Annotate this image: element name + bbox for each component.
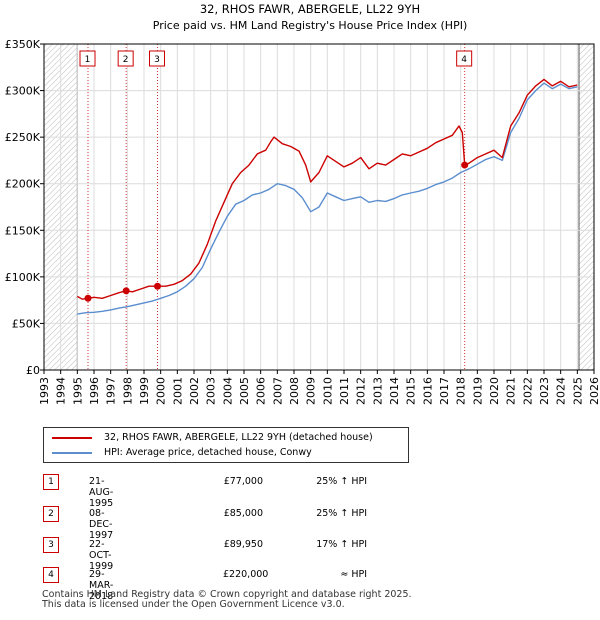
sale-label-number: 1 [85, 55, 91, 65]
x-tick-label: 2014 [388, 377, 401, 405]
y-tick-label: £200K [5, 178, 41, 191]
y-tick-label: £50K [12, 317, 41, 330]
x-tick-label: 2003 [205, 377, 218, 405]
transaction-number: 1 [43, 474, 59, 490]
x-tick-label: 1993 [38, 377, 51, 405]
x-tick-label: 2021 [505, 377, 518, 405]
x-tick-label: 1999 [138, 377, 151, 405]
x-tick-label: 2002 [188, 377, 201, 405]
x-tick-label: 2018 [455, 377, 468, 405]
x-tick-label: 2016 [421, 377, 434, 405]
transaction-hpi: ≈ HPI [340, 569, 367, 580]
x-tick-label: 1995 [71, 377, 84, 405]
x-tick-label: 2008 [288, 377, 301, 405]
transaction-number: 2 [43, 506, 59, 522]
transaction-hpi: 25% ↑ HPI [316, 508, 367, 519]
transaction-hpi: 17% ↑ HPI [316, 539, 367, 550]
x-tick-label: 2004 [221, 377, 234, 405]
x-tick-label: 2015 [405, 377, 418, 405]
y-tick-label: £250K [5, 131, 41, 144]
y-tick-label: £150K [5, 224, 41, 237]
sale-point [461, 161, 469, 169]
footer-copyright: Contains HM Land Registry data © Crown c… [42, 589, 412, 600]
x-tick-label: 2019 [471, 377, 484, 405]
sale-point [84, 294, 92, 302]
legend-swatch-hpi [52, 451, 92, 454]
sale-point [154, 282, 161, 290]
plot-border [43, 43, 595, 371]
x-tick-label: 1997 [105, 377, 118, 405]
transaction-date: 08-DEC-1997 [89, 508, 114, 541]
legend: 32, RHOS FAWR, ABERGELE, LL22 9YH (detac… [43, 427, 409, 463]
legend-item-property: 32, RHOS FAWR, ABERGELE, LL22 9YH (detac… [52, 430, 373, 445]
transaction-number: 3 [43, 537, 59, 553]
sale-label-box [117, 50, 134, 67]
chart-title: 32, RHOS FAWR, ABERGELE, LL22 9YH [200, 2, 420, 16]
x-tick-label: 2010 [321, 377, 334, 405]
legend-swatch-property [52, 436, 92, 439]
sale-label-number: 3 [154, 55, 160, 65]
transaction-price: £77,000 [223, 476, 263, 487]
footer-licence: This data is licensed under the Open Gov… [42, 599, 345, 610]
footer: Contains HM Land Registry data © Crown c… [42, 590, 412, 610]
x-tick-label: 2009 [305, 377, 318, 405]
x-tick-label: 2000 [155, 377, 168, 405]
hatched-region-after [579, 44, 594, 370]
sale-label-number: 2 [123, 55, 129, 65]
legend-label-property: 32, RHOS FAWR, ABERGELE, LL22 9YH (detac… [104, 432, 373, 443]
x-tick-label: 2011 [338, 377, 351, 405]
sale-label-number: 4 [461, 55, 467, 65]
x-tick-label: 2005 [238, 377, 251, 405]
sale-label-box [456, 50, 473, 67]
transaction-date: 21-AUG-1995 [89, 476, 114, 509]
y-tick-label: £350K [5, 38, 41, 51]
y-tick-label: £100K [5, 271, 41, 284]
transaction-number: 4 [43, 567, 59, 583]
series-line-hpi [77, 82, 578, 315]
x-tick-label: 2007 [271, 377, 284, 405]
transaction-price: £89,950 [223, 539, 263, 550]
sale-label-box [149, 50, 165, 67]
transaction-price: £85,000 [223, 508, 263, 519]
x-tick-label: 2023 [538, 377, 551, 405]
x-tick-label: 2013 [371, 377, 384, 405]
transaction-hpi: 25% ↑ HPI [316, 476, 367, 487]
sale-point [122, 287, 130, 295]
chart-subtitle: Price paid vs. HM Land Registry's House … [153, 19, 468, 32]
x-tick-label: 2026 [588, 377, 600, 405]
legend-label-hpi: HPI: Average price, detached house, Conw… [104, 447, 312, 458]
transaction-price: £220,000 [223, 569, 269, 580]
y-tick-label: £300K [5, 85, 41, 98]
x-tick-label: 2006 [255, 377, 268, 405]
x-tick-label: 2024 [555, 377, 568, 405]
transaction-date: 29-MAR-2018 [89, 569, 114, 602]
x-tick-label: 2020 [488, 377, 501, 405]
transaction-date: 22-OCT-1999 [89, 539, 114, 572]
x-tick-label: 2001 [171, 377, 184, 405]
x-tick-label: 2025 [571, 377, 584, 405]
price-chart: 32, RHOS FAWR, ABERGELE, LL22 9YH Price … [5, 2, 600, 405]
x-tick-label: 1998 [121, 377, 134, 405]
x-tick-label: 1996 [88, 377, 101, 405]
legend-item-hpi: HPI: Average price, detached house, Conw… [52, 445, 312, 460]
x-tick-label: 2012 [355, 377, 368, 405]
x-tick-label: 2017 [438, 377, 451, 405]
x-tick-label: 1994 [55, 377, 68, 405]
x-tick-label: 2022 [521, 377, 534, 405]
y-tick-label: £0 [26, 364, 40, 377]
sale-label-box [79, 50, 96, 67]
